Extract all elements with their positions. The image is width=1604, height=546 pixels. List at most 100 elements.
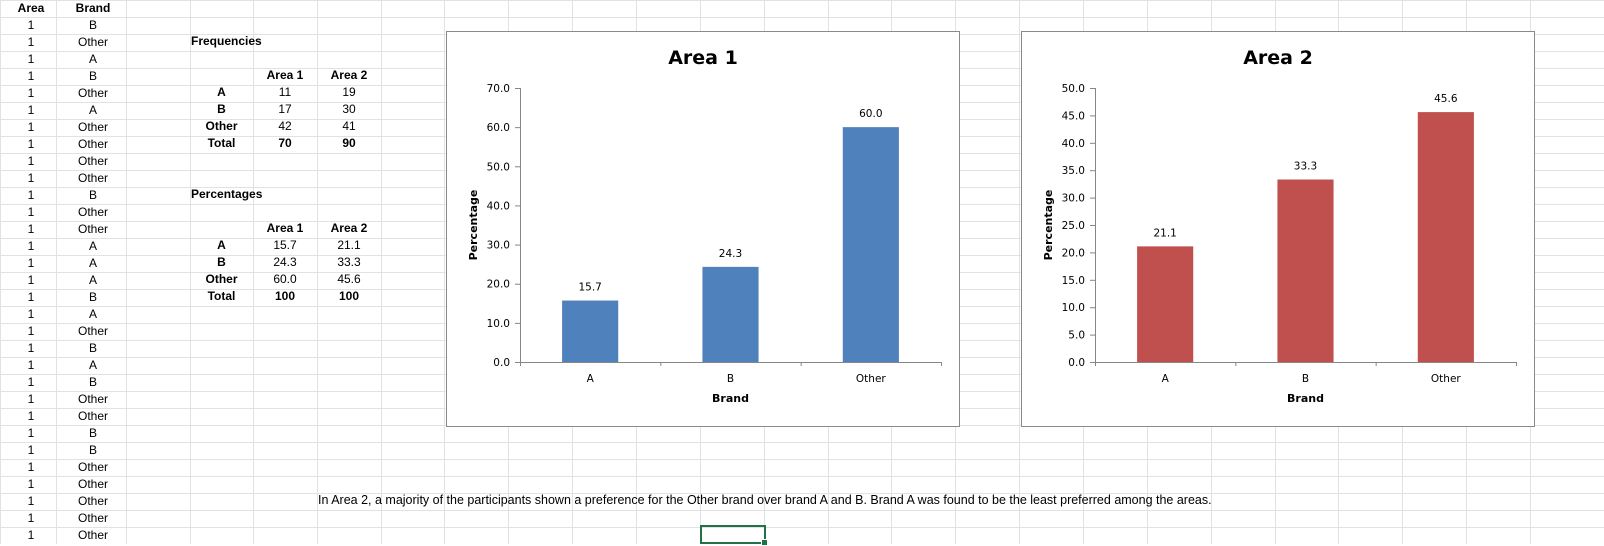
area-cell[interactable]: 1 (27, 409, 35, 423)
header-brand[interactable]: Brand (75, 1, 111, 15)
pct-cell[interactable]: 24.3 (273, 255, 297, 269)
pct-row-label[interactable]: Total (207, 289, 236, 303)
area-cell[interactable]: 1 (27, 137, 35, 151)
brand-cell[interactable]: Other (77, 494, 108, 508)
area-cell[interactable]: 1 (27, 222, 35, 236)
brand-cell[interactable]: Other (77, 409, 108, 423)
percentages-title[interactable]: Percentages (191, 187, 263, 201)
area-cell[interactable]: 1 (27, 205, 35, 219)
pct-col-area2[interactable]: Area 2 (330, 221, 368, 235)
freq-cell[interactable]: 70 (278, 136, 292, 150)
freq-cell[interactable]: 90 (342, 136, 356, 150)
brand-cell[interactable]: A (88, 273, 97, 287)
brand-cell[interactable]: Other (77, 528, 108, 542)
brand-cell[interactable]: A (88, 52, 97, 66)
fill-handle[interactable] (761, 539, 768, 546)
pct-cell[interactable]: 100 (274, 289, 296, 303)
area-cell[interactable]: 1 (27, 494, 35, 508)
area-cell[interactable]: 1 (27, 103, 35, 117)
brand-cell[interactable]: A (88, 239, 97, 253)
area-cell[interactable]: 1 (27, 528, 35, 542)
brand-cell[interactable]: Other (77, 205, 108, 219)
brand-cell[interactable]: Other (77, 120, 108, 134)
brand-cell[interactable]: Other (77, 137, 108, 151)
pct-row-label[interactable]: A (217, 238, 226, 252)
brand-cell[interactable]: A (88, 358, 97, 372)
freq-row-label[interactable]: A (217, 85, 226, 99)
pct-cell[interactable]: 15.7 (273, 238, 297, 252)
brand-cell[interactable]: B (88, 18, 97, 32)
freq-cell[interactable]: 30 (342, 102, 356, 116)
freq-cell[interactable]: 41 (342, 119, 356, 133)
frequencies-title[interactable]: Frequencies (191, 34, 262, 48)
header-area[interactable]: Area (17, 1, 45, 15)
brand-cell[interactable]: Other (77, 171, 108, 185)
brand-cell[interactable]: A (88, 103, 97, 117)
freq-cell[interactable]: 17 (278, 102, 292, 116)
brand-cell[interactable]: Other (77, 324, 108, 338)
freq-cell[interactable]: 19 (342, 85, 356, 99)
area-cell[interactable]: 1 (27, 256, 35, 270)
brand-cell[interactable]: Other (77, 154, 108, 168)
freq-row-label[interactable]: Total (207, 136, 236, 150)
brand-cell[interactable]: B (88, 188, 97, 202)
pct-row-label[interactable]: B (217, 255, 226, 269)
brand-cell[interactable]: Other (77, 86, 108, 100)
pct-cell[interactable]: 100 (338, 289, 360, 303)
pct-cell[interactable]: 60.0 (273, 272, 297, 286)
pct-col-area1[interactable]: Area 1 (266, 221, 304, 235)
y-tick-label: 70.0 (487, 83, 510, 95)
area-cell[interactable]: 1 (27, 171, 35, 185)
area-cell[interactable]: 1 (27, 511, 35, 525)
freq-col-area1[interactable]: Area 1 (266, 68, 304, 82)
chart-area-2[interactable]: Area 2 0.0 5.0 10.0 15.0 20.0 25.0 30.0 35.0 40.0… (1021, 31, 1535, 427)
area-cell[interactable]: 1 (27, 426, 35, 440)
brand-cell[interactable]: B (88, 426, 97, 440)
area-cell[interactable]: 1 (27, 460, 35, 474)
freq-cell[interactable]: 11 (278, 85, 292, 99)
area-cell[interactable]: 1 (27, 86, 35, 100)
area-cell[interactable]: 1 (27, 188, 35, 202)
area-cell[interactable]: 1 (27, 35, 35, 49)
freq-cell[interactable]: 42 (278, 119, 292, 133)
area-cell[interactable]: 1 (27, 392, 35, 406)
brand-cell[interactable]: B (88, 375, 97, 389)
area-cell[interactable]: 1 (27, 443, 35, 457)
area-cell[interactable]: 1 (27, 120, 35, 134)
area-cell[interactable]: 1 (27, 477, 35, 491)
brand-cell[interactable]: Other (77, 477, 108, 491)
area-cell[interactable]: 1 (27, 307, 35, 321)
selected-cell[interactable] (700, 525, 768, 546)
pct-cell[interactable]: 21.1 (337, 238, 361, 252)
brand-cell[interactable]: Other (77, 511, 108, 525)
brand-cell[interactable]: Other (77, 222, 108, 236)
brand-cell[interactable]: Other (77, 460, 108, 474)
area-cell[interactable]: 1 (27, 324, 35, 338)
area-cell[interactable]: 1 (27, 18, 35, 32)
freq-col-area2[interactable]: Area 2 (330, 68, 368, 82)
pct-cell[interactable]: 45.6 (337, 272, 361, 286)
chart-area-1[interactable]: Area 1 0.0 10.0 20.0 30.0 40.0 50.0 60.0 70.0 15.… (446, 31, 960, 427)
brand-cell[interactable]: B (88, 341, 97, 355)
area-cell[interactable]: 1 (27, 341, 35, 355)
brand-cell[interactable]: A (88, 307, 97, 321)
brand-cell[interactable]: B (88, 290, 97, 304)
area-cell[interactable]: 1 (27, 290, 35, 304)
brand-cell[interactable]: B (88, 69, 97, 83)
area-cell[interactable]: 1 (27, 239, 35, 253)
brand-cell[interactable]: B (88, 443, 97, 457)
brand-cell[interactable]: A (88, 256, 97, 270)
area-cell[interactable]: 1 (27, 273, 35, 287)
pct-cell[interactable]: 33.3 (337, 255, 361, 269)
conclusion-note[interactable]: In Area 2, a majority of the participant… (318, 493, 1212, 507)
brand-cell[interactable]: Other (77, 392, 108, 406)
pct-row-label[interactable]: Other (205, 272, 238, 286)
area-cell[interactable]: 1 (27, 375, 35, 389)
brand-cell[interactable]: Other (77, 35, 108, 49)
area-cell[interactable]: 1 (27, 358, 35, 372)
freq-row-label[interactable]: B (217, 102, 226, 116)
freq-row-label[interactable]: Other (205, 119, 238, 133)
area-cell[interactable]: 1 (27, 69, 35, 83)
area-cell[interactable]: 1 (27, 154, 35, 168)
area-cell[interactable]: 1 (27, 52, 35, 66)
